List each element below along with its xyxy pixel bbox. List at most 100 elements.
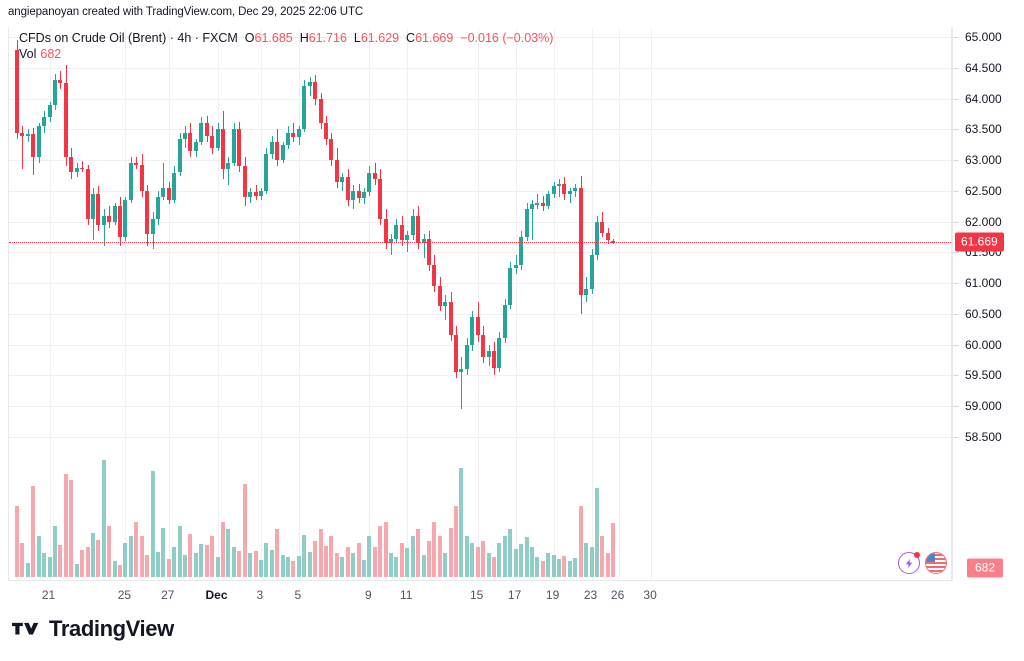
price-tick-dash bbox=[953, 129, 959, 131]
candle-body bbox=[296, 129, 301, 137]
volume-bar bbox=[275, 529, 280, 577]
candle-body bbox=[188, 132, 193, 151]
candle-wick bbox=[293, 123, 295, 142]
grid-line-vertical bbox=[298, 28, 300, 580]
grid-line-horizontal bbox=[9, 436, 951, 438]
grid-line-vertical bbox=[515, 28, 517, 580]
us-flag-button[interactable] bbox=[925, 552, 947, 574]
candle-body bbox=[52, 80, 57, 105]
volume-bar bbox=[529, 546, 534, 577]
legend-sep-1: · bbox=[166, 31, 178, 45]
volume-bar bbox=[432, 521, 437, 577]
time-axis-label: 25 bbox=[117, 588, 132, 602]
price-axis[interactable]: 65.000 64.500 64.000 63.500 63.000 62.500 62.0… bbox=[952, 28, 1024, 580]
price-axis-label: 63.500 bbox=[965, 122, 1002, 137]
candle-wick bbox=[342, 172, 344, 191]
grid-line-horizontal bbox=[9, 313, 951, 315]
candle-body bbox=[112, 206, 117, 222]
volume-bar bbox=[589, 546, 594, 577]
legend-open-label: O bbox=[244, 31, 255, 45]
volume-bar bbox=[183, 554, 187, 577]
grid-line-horizontal bbox=[9, 221, 951, 223]
candle-body bbox=[345, 177, 350, 201]
legend-open-value: 61.685 bbox=[254, 31, 293, 45]
grid-line-horizontal bbox=[9, 37, 951, 39]
candle-body bbox=[432, 264, 437, 287]
chart-canvas[interactable]: CFDs on Crude Oil (Brent) · 4h · FXCM O6… bbox=[8, 28, 952, 580]
time-axis[interactable]: 21 25 27 Dec 3 5 9 11 15 17 19 23 26 30 bbox=[8, 580, 952, 606]
price-tick-dash bbox=[953, 98, 959, 100]
legend-main-row: CFDs on Crude Oil (Brent) · 4h · FXCM O6… bbox=[19, 30, 553, 46]
candle-body bbox=[557, 183, 561, 186]
volume-bar bbox=[193, 553, 198, 577]
volume-bar bbox=[199, 543, 204, 577]
grid-layer bbox=[9, 28, 951, 580]
grid-line-horizontal bbox=[9, 375, 951, 377]
volume-bar bbox=[264, 542, 269, 577]
candle-body bbox=[85, 169, 90, 219]
candle-body bbox=[513, 264, 518, 268]
legend-close-label: C bbox=[406, 31, 416, 45]
volume-bar bbox=[551, 554, 556, 577]
price-tick-dash bbox=[953, 375, 959, 377]
candle-body bbox=[253, 192, 258, 196]
volume-bar bbox=[546, 553, 551, 577]
candle-body bbox=[280, 144, 285, 161]
legend-symbol: CFDs on Crude Oil (Brent) bbox=[19, 31, 167, 45]
candle-body bbox=[389, 238, 393, 244]
alert-button[interactable] bbox=[898, 552, 920, 574]
candle-body bbox=[372, 172, 377, 179]
legend-high-value: 61.716 bbox=[308, 31, 347, 45]
volume-bar bbox=[323, 546, 328, 577]
volume-bar bbox=[258, 559, 263, 577]
candle-body bbox=[573, 187, 578, 191]
volume-bar bbox=[52, 526, 57, 577]
volume-bar bbox=[15, 505, 19, 577]
volume-bar bbox=[139, 535, 144, 577]
grid-line-vertical bbox=[260, 28, 262, 580]
volume-bar bbox=[394, 557, 399, 577]
candle-wick bbox=[515, 255, 517, 274]
candle-body bbox=[578, 187, 583, 296]
candle-body bbox=[20, 132, 25, 136]
candle-body bbox=[166, 187, 171, 201]
grid-line-vertical bbox=[125, 28, 127, 580]
tradingview-mark-icon bbox=[12, 622, 39, 634]
volume-bar bbox=[166, 558, 171, 577]
lightning-bolt-icon bbox=[905, 558, 912, 568]
volume-bar bbox=[280, 554, 285, 577]
candle-body bbox=[399, 224, 404, 241]
volume-bar bbox=[399, 542, 404, 577]
volume-bar bbox=[378, 526, 383, 577]
volume-bar bbox=[437, 535, 442, 577]
grid-line-horizontal bbox=[9, 129, 951, 131]
volume-bar bbox=[36, 535, 41, 577]
price-tick-dash bbox=[953, 160, 959, 162]
volume-bar bbox=[356, 542, 361, 577]
grid-line-vertical bbox=[217, 28, 219, 580]
tradingview-logo[interactable]: TradingView bbox=[12, 618, 174, 640]
candle-body bbox=[361, 192, 366, 199]
volume-bar bbox=[80, 550, 84, 577]
candle-body bbox=[448, 301, 453, 336]
volume-bar bbox=[161, 527, 166, 577]
current-price-badge[interactable]: 61.669 bbox=[955, 232, 1004, 252]
volume-bar bbox=[454, 505, 458, 577]
legend-exchange: FXCM bbox=[202, 31, 238, 45]
grid-line-horizontal bbox=[9, 98, 951, 100]
grid-line-vertical bbox=[407, 28, 409, 580]
candle-wick bbox=[163, 163, 165, 201]
candle-body bbox=[101, 215, 106, 225]
grid-line-horizontal bbox=[9, 160, 951, 162]
candle-body bbox=[340, 177, 345, 182]
candlestick-series bbox=[9, 28, 951, 580]
candle-body bbox=[486, 350, 491, 357]
price-axis-label: 62.000 bbox=[965, 214, 1002, 229]
candle-body bbox=[155, 197, 160, 219]
volume-value-badge[interactable]: 682 bbox=[967, 558, 1004, 578]
volume-bar bbox=[567, 561, 572, 577]
volume-bar bbox=[123, 542, 128, 577]
candle-body bbox=[226, 163, 231, 170]
candle-body bbox=[47, 104, 52, 118]
volume-bar bbox=[145, 554, 150, 577]
